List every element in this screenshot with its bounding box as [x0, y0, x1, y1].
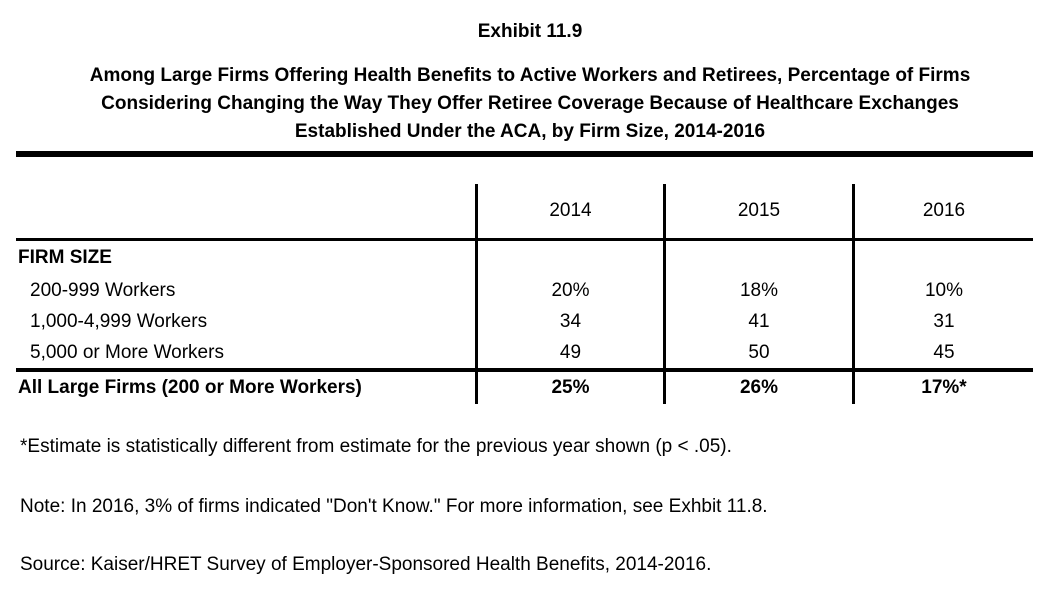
table-header-spacer — [16, 157, 1033, 184]
exhibit-subtitle-line-2: Considering Changing the Way They Offer … — [101, 93, 959, 114]
cell-value-2014: 20% — [475, 275, 663, 306]
cell-value-2014: 49 — [475, 337, 663, 368]
empty-cell — [852, 241, 1033, 275]
row-label: 1,000-4,999 Workers — [30, 310, 208, 332]
exhibit-subtitle-line-1: Among Large Firms Offering Health Benefi… — [89, 65, 971, 86]
firm-size-section-label: FIRM SIZE — [18, 247, 112, 268]
table-header-empty-cell — [16, 184, 475, 238]
total-value-2015: 26% — [663, 372, 852, 404]
table-section-row-firm-size: FIRM SIZE — [16, 241, 1033, 275]
table-header-year-2014: 2014 — [475, 184, 663, 238]
cell-value-2016: 10% — [852, 275, 1033, 306]
table-header-year-2016: 2016 — [852, 184, 1033, 238]
exhibit-subtitle: Among Large Firms Offering Health Benefi… — [0, 62, 1060, 146]
data-table: 2014 2015 2016 FIRM SIZE 200-999 Workers… — [16, 157, 1033, 404]
total-row-label: All Large Firms (200 or More Workers) — [18, 377, 362, 398]
table-row-1000-4999-workers: 1,000-4,999 Workers 34 41 31 — [16, 306, 1033, 337]
empty-cell — [475, 241, 663, 275]
exhibit-number: Exhibit 11.9 — [477, 21, 583, 42]
table-header-row: 2014 2015 2016 — [16, 184, 1033, 241]
top-rule — [16, 151, 1033, 157]
statistical-significance-footnote: *Estimate is statistically different fro… — [20, 436, 732, 457]
row-label: 5,000 or More Workers — [30, 341, 224, 363]
cell-value-2014: 34 — [475, 306, 663, 337]
row-label: 200-999 Workers — [30, 279, 176, 301]
table-header-year-2015: 2015 — [663, 184, 852, 238]
total-value-2014: 25% — [475, 372, 663, 404]
source-footnote: Source: Kaiser/HRET Survey of Employer-S… — [20, 554, 712, 575]
cell-value-2015: 41 — [663, 306, 852, 337]
cell-value-2016: 45 — [852, 337, 1033, 368]
table-row-5000-or-more-workers: 5,000 or More Workers 49 50 45 — [16, 337, 1033, 368]
empty-cell — [663, 241, 852, 275]
exhibit-subtitle-line-3: Established Under the ACA, by Firm Size,… — [294, 121, 766, 142]
cell-value-2016: 31 — [852, 306, 1033, 337]
note-footnote: Note: In 2016, 3% of firms indicated "Do… — [20, 496, 768, 517]
cell-value-2015: 50 — [663, 337, 852, 368]
footnotes-block: *Estimate is statistically different fro… — [20, 436, 1060, 575]
table-row-200-999-workers: 200-999 Workers 20% 18% 10% — [16, 275, 1033, 306]
table-row-all-large-firms: All Large Firms (200 or More Workers) 25… — [16, 368, 1033, 404]
total-value-2016: 17%* — [852, 372, 1033, 404]
cell-value-2015: 18% — [663, 275, 852, 306]
